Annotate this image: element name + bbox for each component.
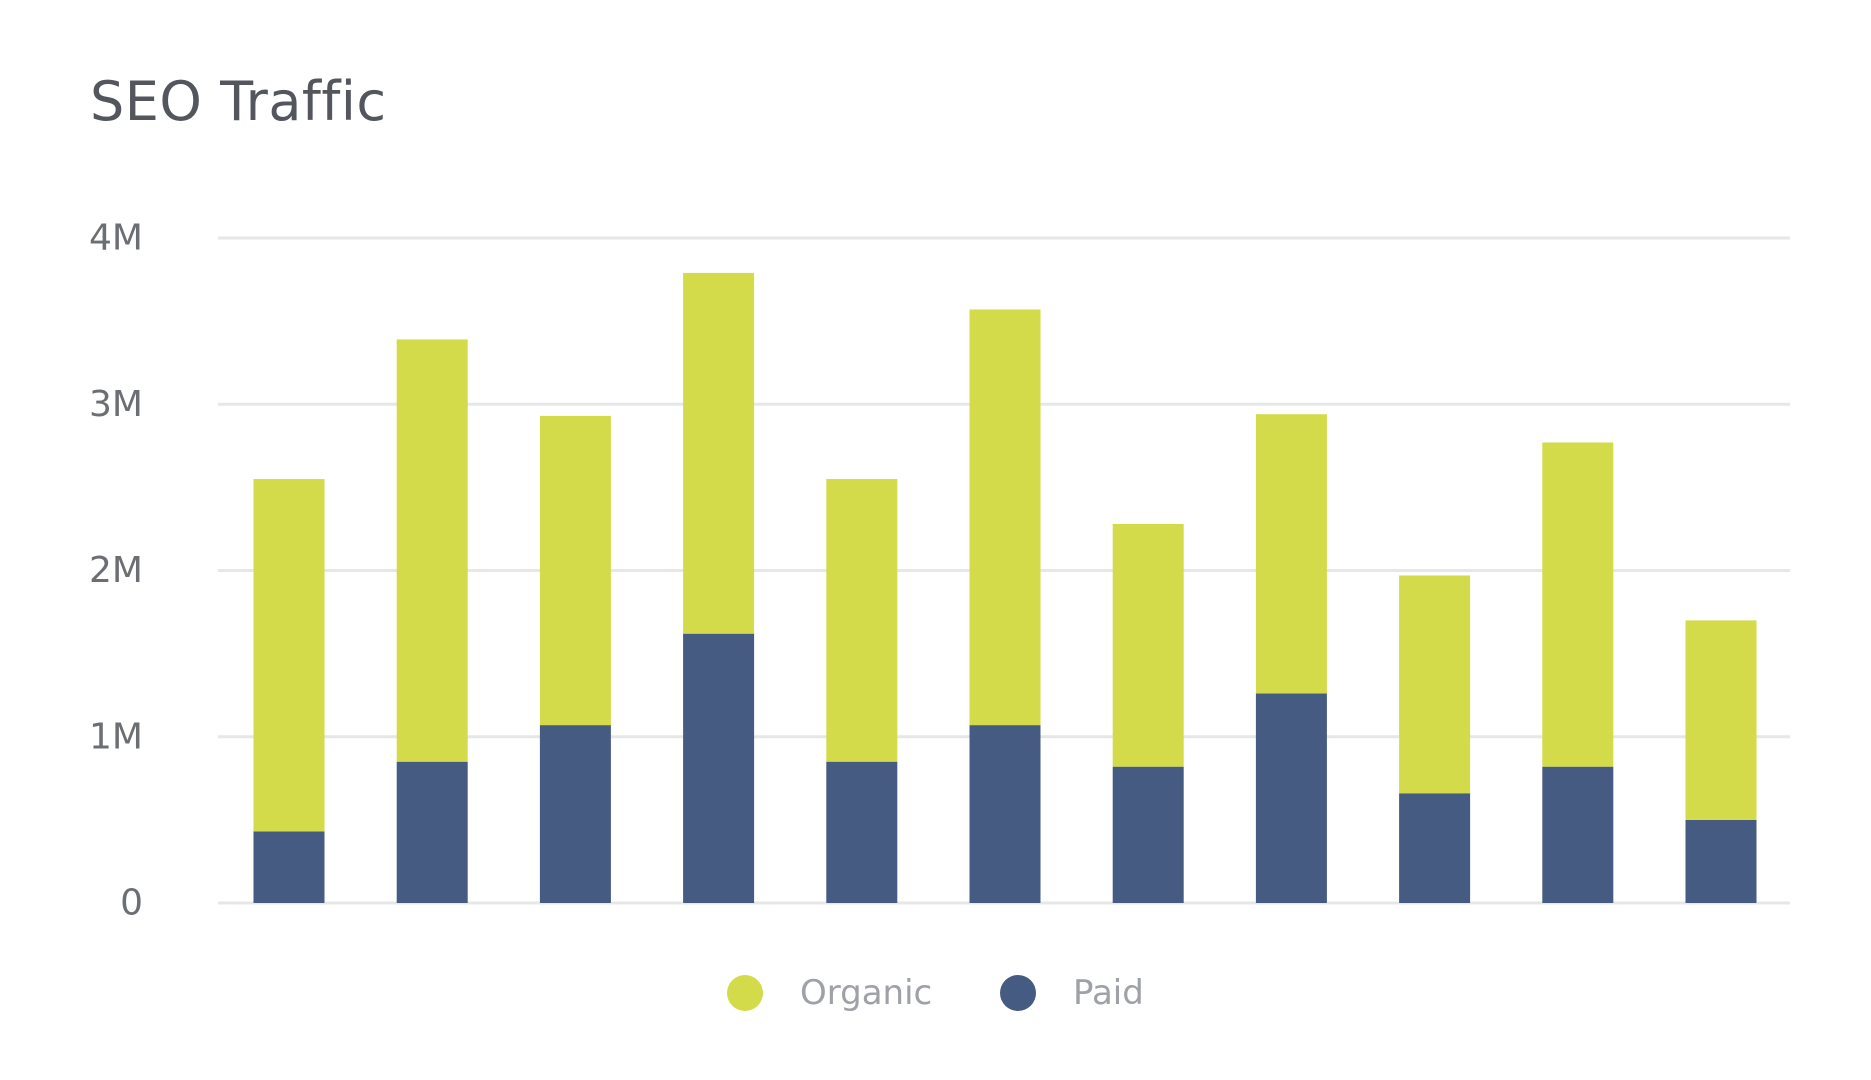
bar-paid-8: [1255, 693, 1327, 903]
bar-organic-10: [1542, 442, 1614, 767]
chart-title: SEO Traffic: [90, 70, 387, 133]
legend-organic-swatch: [727, 975, 763, 1011]
bar-organic-6: [969, 309, 1041, 726]
bar-organic-8: [1255, 414, 1327, 694]
y-tick-label: 2M: [89, 550, 143, 591]
bar-organic-9: [1399, 575, 1471, 794]
bar-organic-3: [539, 415, 611, 726]
bar-organic-7: [1112, 523, 1184, 767]
bar-paid-6: [969, 725, 1041, 903]
bar-paid-5: [826, 761, 898, 903]
bar-paid-4: [683, 633, 755, 903]
bar-paid-7: [1112, 766, 1184, 903]
bar-organic-1: [253, 479, 325, 832]
legend: Organic Paid: [727, 973, 1144, 1013]
legend-paid-label: Paid: [1073, 973, 1144, 1013]
legend-paid-swatch: [1000, 975, 1036, 1011]
bar-organic-11: [1685, 620, 1757, 820]
bar-organic-2: [396, 339, 468, 762]
bars: [253, 272, 1757, 903]
y-tick-label: 0: [120, 883, 143, 924]
y-tick-label: 3M: [89, 384, 143, 425]
bar-paid-9: [1399, 793, 1471, 903]
legend-organic-label: Organic: [800, 973, 932, 1013]
bar-organic-5: [826, 479, 898, 762]
bar-paid-2: [396, 761, 468, 903]
y-tick-label: 4M: [89, 218, 143, 259]
bar-organic-4: [683, 272, 755, 634]
y-tick-label: 1M: [89, 716, 143, 757]
bar-paid-1: [253, 831, 325, 903]
y-axis-ticks: 0 1M 2M 3M 4M: [89, 218, 143, 924]
bar-paid-10: [1542, 766, 1614, 903]
bar-paid-11: [1685, 819, 1757, 903]
bar-paid-3: [539, 725, 611, 903]
